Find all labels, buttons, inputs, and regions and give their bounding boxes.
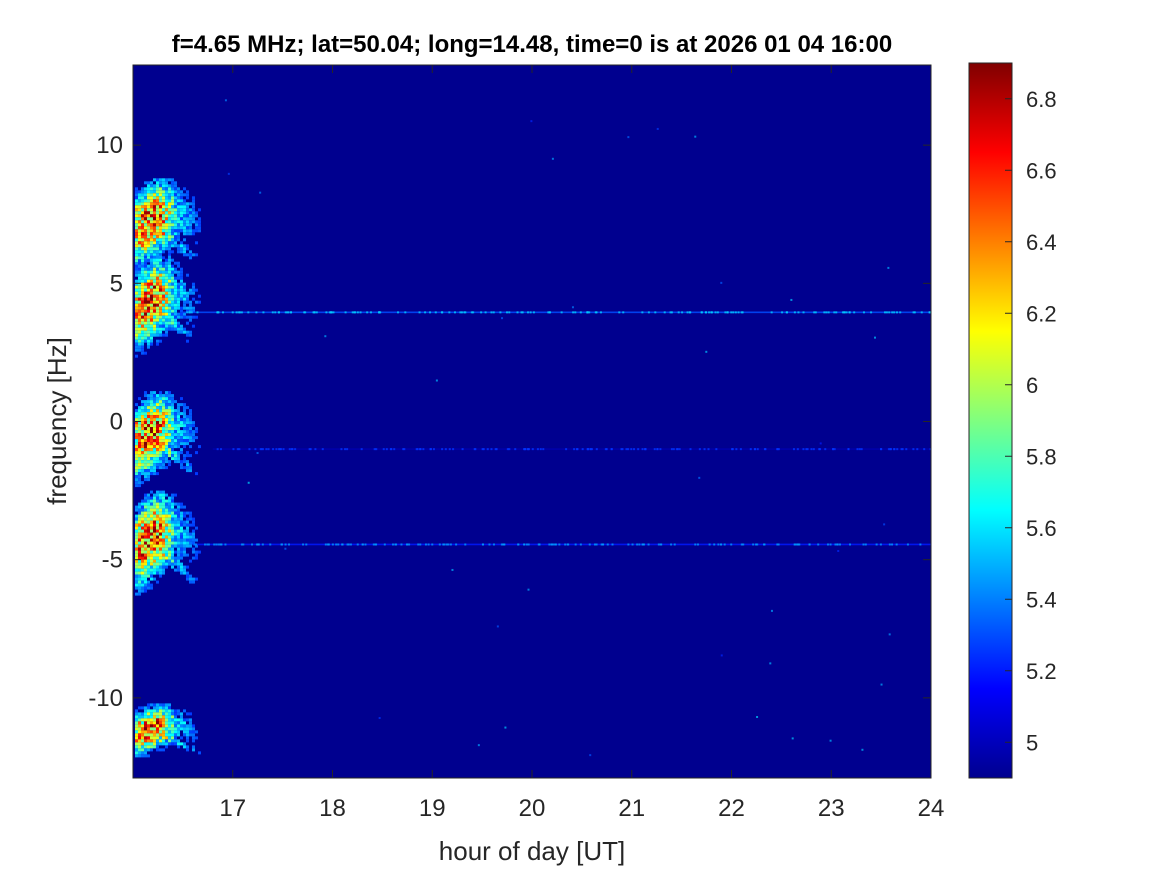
- colorbar-tick-label: 5.8: [1026, 444, 1057, 469]
- colorbar-tick-label: 5: [1026, 730, 1038, 755]
- x-tick-label: 22: [718, 795, 745, 822]
- colorbar-tick-label: 6: [1026, 373, 1038, 398]
- chart-title: f=4.65 MHz; lat=50.04; long=14.48, time=…: [172, 31, 892, 58]
- plot-area: [132, 64, 932, 779]
- x-tick-label: 21: [618, 795, 645, 822]
- y-tick-label: 10: [96, 132, 123, 159]
- colorbar-tick-label: 6.8: [1026, 87, 1057, 112]
- colorbar-tick-label: 5.2: [1026, 659, 1057, 684]
- signal-blob: [134, 391, 201, 488]
- plot-background: [133, 65, 931, 778]
- colorbar-tick-label: 6.2: [1026, 301, 1057, 326]
- spectral-line: [192, 543, 931, 546]
- x-axis-label: hour of day [UT]: [439, 836, 625, 866]
- colorbar: 5 5.2 5.4 5.6 5.8 6 6.2 6.4 6.6 6.8: [968, 62, 1057, 779]
- signal-blob: [134, 490, 201, 596]
- y-tick-label: 5: [110, 270, 123, 297]
- background-noise: [224, 99, 891, 757]
- spectral-line: [212, 448, 931, 451]
- x-tick-label: 18: [319, 795, 346, 822]
- colorbar-gradient: [968, 62, 1013, 779]
- signal-blob: [134, 178, 201, 275]
- colorbar-tick-label: 5.6: [1026, 516, 1057, 541]
- y-axis-label: frequency [Hz]: [42, 337, 72, 505]
- x-axis: 17 18 19 20 21 22 23 24: [219, 65, 944, 822]
- y-tick-label: -5: [102, 547, 123, 574]
- x-tick-label: 19: [419, 795, 446, 822]
- spectral-line: [182, 311, 931, 314]
- y-axis: -10 -5 0 5 10: [88, 132, 931, 712]
- x-tick-label: 20: [519, 795, 546, 822]
- x-tick-label: 23: [818, 795, 845, 822]
- signal-blob: [134, 703, 201, 758]
- colorbar-tick-label: 6.4: [1026, 230, 1057, 255]
- x-tick-label: 17: [219, 795, 246, 822]
- x-tick-label: 24: [918, 795, 945, 822]
- signal-blob: [134, 255, 201, 358]
- y-tick-label: 0: [110, 409, 123, 436]
- colorbar-tick-label: 6.6: [1026, 158, 1057, 183]
- y-tick-label: -10: [88, 685, 123, 712]
- colorbar-tick-label: 5.4: [1026, 587, 1057, 612]
